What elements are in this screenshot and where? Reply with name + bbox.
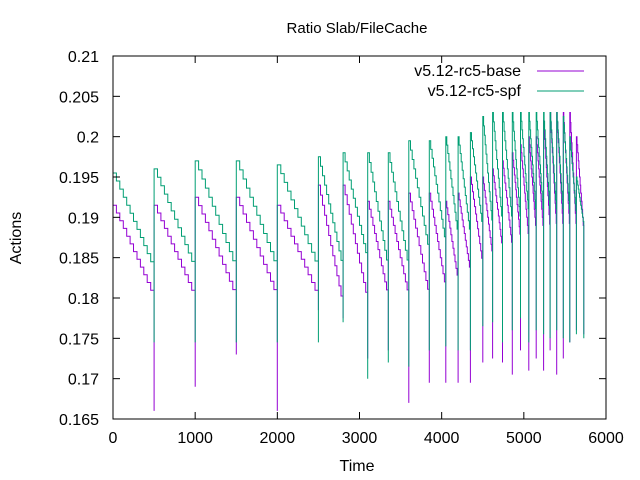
x-tick-label: 2000 [260,430,296,447]
y-tick-label: 0.165 [59,412,99,429]
x-tick-label: 0 [109,430,118,447]
chart-title: Ratio Slab/FileCache [287,20,428,37]
y-tick-label: 0.21 [68,49,99,66]
axis-ticks: 0 1000 2000 3000 4000 5000 6000 0.165 0.17 0.175 0… [59,49,624,447]
y-tick-label: 0.19 [68,210,99,227]
legend-label-spf: v5.12-rc5-spf [428,83,522,100]
y-tick-label: 0.185 [59,251,99,268]
y-tick-label: 0.18 [68,291,99,308]
series-line-spf [113,112,585,379]
y-tick-label: 0.175 [59,331,99,348]
x-tick-label: 1000 [177,430,213,447]
series-layer [113,112,585,411]
legend: v5.12-rc5-base v5.12-rc5-spf [414,63,584,100]
series-line-base [113,112,585,411]
x-tick-label: 4000 [424,430,460,447]
x-tick-label: 6000 [588,430,624,447]
y-tick-label: 0.17 [68,372,99,389]
y-axis-title: Actions [8,212,25,264]
y-tick-label: 0.2 [77,130,99,147]
x-tick-label: 3000 [342,430,378,447]
x-axis-title: Time [340,458,375,475]
plot-frame [112,55,607,420]
y-tick-label: 0.195 [59,170,99,187]
y-tick-label: 0.205 [59,89,99,106]
x-tick-label: 5000 [506,430,542,447]
legend-label-base: v5.12-rc5-base [414,63,521,80]
